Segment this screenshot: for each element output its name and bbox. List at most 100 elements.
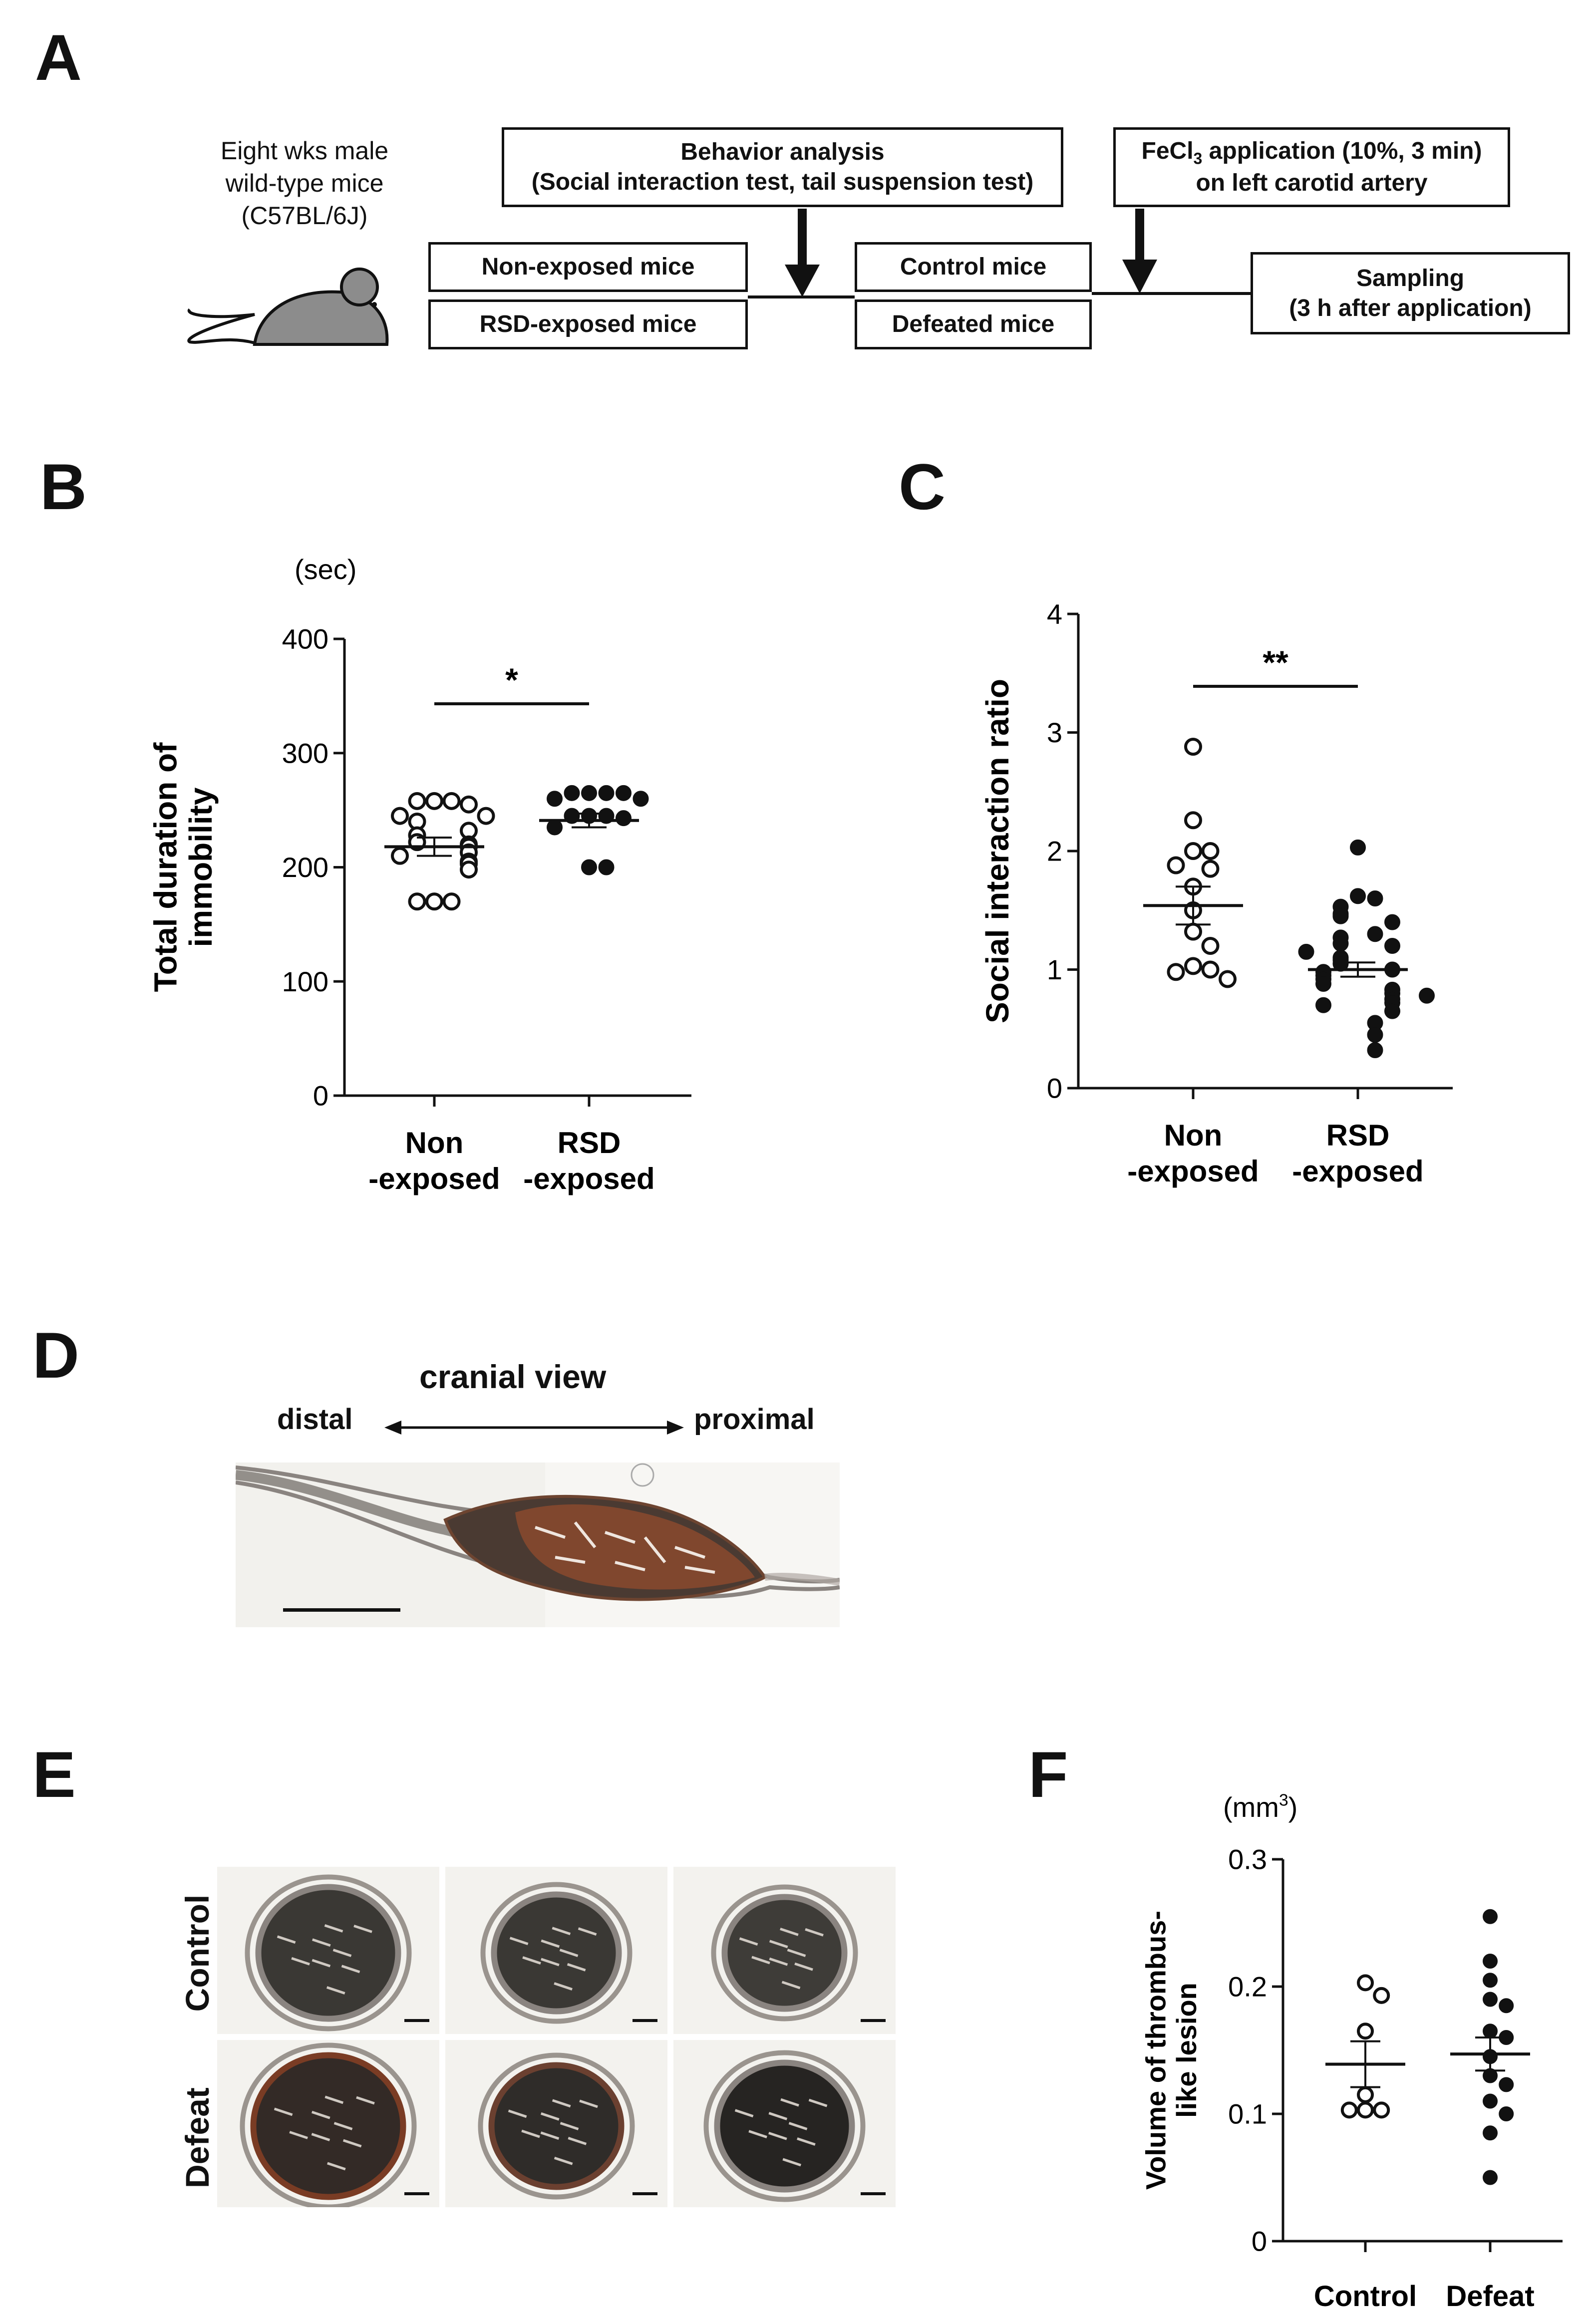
panel-letter-f: F — [1028, 1738, 1068, 1811]
thrombus-cleft — [540, 2131, 560, 2140]
thrombus-cleft — [567, 1963, 586, 1972]
data-point — [1340, 2101, 1358, 2119]
thrombus-cleft — [560, 2122, 579, 2130]
data-point — [391, 847, 409, 865]
y-tick-label: 3 — [1047, 717, 1062, 748]
data-point — [1499, 2077, 1514, 2092]
y-tick-label: 0.2 — [1228, 1971, 1267, 2003]
scale-bar — [404, 2019, 429, 2022]
thrombus-cleft — [289, 2131, 308, 2139]
vessel-adventitia — [703, 2050, 866, 2202]
y-tick-label: 100 — [282, 966, 328, 997]
data-point — [1315, 997, 1331, 1013]
x-category-label: -exposed — [368, 1162, 500, 1195]
vessel-lumen — [488, 2062, 625, 2190]
thrombus-cleft — [787, 1949, 806, 1957]
data-point — [1332, 935, 1349, 952]
fecl3-suffix: application (10%, 3 min) — [1202, 137, 1482, 164]
data-point — [460, 861, 478, 879]
fecl3-subscript: 3 — [1193, 149, 1203, 168]
x-category-label: Control — [1314, 2280, 1417, 2313]
thrombus-cleft — [769, 1957, 788, 1966]
data-point — [408, 892, 426, 911]
thrombus-cleft — [781, 1981, 801, 1990]
y-tick-label: 0.3 — [1228, 1844, 1267, 1875]
box-fecl3-application: FeCl3 application (10%, 3 min) on left c… — [1113, 127, 1510, 207]
box-behavior-analysis: Behavior analysis (Social interaction te… — [502, 127, 1063, 207]
unit-prefix: (mm — [1223, 1792, 1279, 1823]
vessel-adventitia — [245, 1874, 412, 2032]
data-point — [616, 785, 632, 801]
scale-bar — [404, 2192, 429, 2195]
mouse-description: Eight wks male wild-type mice (C57BL/6J) — [170, 135, 439, 232]
thrombus-cleft — [356, 2096, 375, 2105]
data-point — [1298, 943, 1314, 960]
data-point — [1384, 938, 1400, 954]
box-rsd-exposed-mice: RSD-exposed mice — [428, 299, 748, 349]
thrombus-cleft — [794, 1962, 813, 1971]
data-point — [1483, 1909, 1498, 1924]
data-point — [1367, 1042, 1383, 1058]
x-category-label: RSD — [1326, 1119, 1390, 1152]
panel-letter-d: D — [32, 1319, 79, 1392]
data-point — [1357, 2086, 1374, 2103]
vessel-adventitia — [480, 1882, 633, 2024]
chart-f-thrombus-volume: 0 0.1 0.2 0.3 Volume of thrombus-like lesion… — [1140, 1792, 1563, 2313]
data-point — [1219, 970, 1237, 988]
data-point — [1419, 987, 1435, 1004]
y-tick-label: 200 — [282, 852, 328, 883]
thrombus-cleft — [554, 2156, 573, 2165]
thrombus-cleft — [780, 2098, 799, 2107]
data-point — [477, 807, 495, 825]
y-axis-label-line: Social interaction ratio — [979, 679, 1015, 1023]
data-point — [1184, 922, 1202, 941]
behavior-detail: (Social interaction test, tail suspensio… — [531, 169, 1034, 195]
scale-bar — [861, 2019, 886, 2022]
unit-superscript: 3 — [1279, 1792, 1288, 1810]
thrombus-cleft — [541, 1939, 560, 1948]
thrombus-cleft — [341, 1965, 360, 1974]
fecl3-line1: FeCl3 application (10%, 3 min) — [1142, 136, 1482, 169]
vessel-lumen — [255, 1884, 401, 2022]
data-point — [1367, 926, 1383, 942]
box-control-mice: Control mice — [855, 242, 1092, 292]
data-point — [1483, 2093, 1498, 2109]
fecl3-line2: on left carotid artery — [1196, 170, 1428, 197]
data-point — [1384, 1003, 1400, 1019]
data-point — [442, 792, 461, 810]
thrombus-cleft — [324, 1924, 343, 1933]
data-point — [1373, 1987, 1390, 2004]
x-category-label: -exposed — [523, 1162, 654, 1195]
data-point — [1499, 2106, 1514, 2121]
thrombus-cleft — [291, 1957, 310, 1966]
x-category-label: -exposed — [1127, 1155, 1259, 1188]
cross-section-micrograph — [673, 1867, 896, 2034]
thrombus-cleft — [326, 1986, 345, 1995]
y-unit-label: (sec) — [295, 554, 356, 585]
x-category-label: Defeat — [1446, 2280, 1534, 2313]
data-point — [616, 810, 632, 827]
y-unit-label: (mm3) — [1223, 1792, 1297, 1823]
vessel-lumen — [250, 2052, 406, 2200]
label-distal: distal — [277, 1403, 353, 1436]
data-point — [1373, 2101, 1390, 2119]
data-point — [1499, 1998, 1514, 2014]
thrombus-cleft — [540, 2112, 560, 2121]
y-tick-label: 1 — [1047, 954, 1062, 985]
y-tick-label: 2 — [1047, 836, 1062, 867]
vessel-adventitia — [240, 2042, 417, 2207]
scale-bar — [633, 2019, 657, 2022]
x-category-label: Non — [405, 1126, 464, 1160]
y-tick-label: 400 — [282, 623, 328, 655]
significance-marker: * — [505, 661, 518, 698]
data-point — [1367, 1027, 1383, 1043]
y-axis-label-line: like lesion — [1171, 1983, 1202, 2118]
data-point — [564, 785, 580, 801]
vessel-adventitia — [711, 1884, 858, 2022]
data-point — [442, 892, 461, 911]
data-point — [1167, 856, 1185, 874]
fecl3-prefix: FeCl — [1141, 137, 1194, 164]
cross-section-micrograph — [217, 2040, 439, 2207]
thrombus-cleft — [311, 2133, 330, 2141]
